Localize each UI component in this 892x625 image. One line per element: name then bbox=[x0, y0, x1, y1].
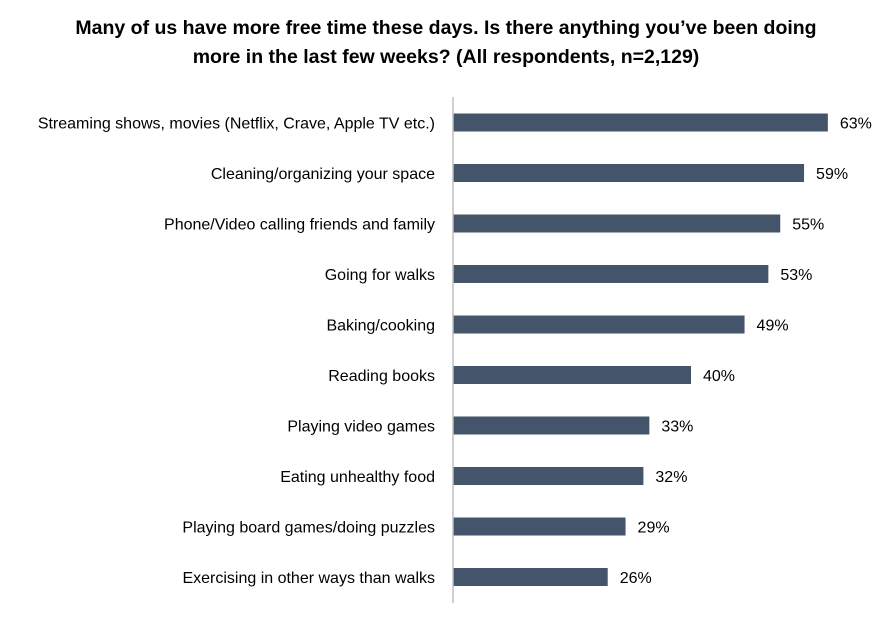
category-label: Phone/Video calling friends and family bbox=[164, 217, 435, 234]
bar bbox=[453, 265, 769, 283]
data-label: 49% bbox=[757, 318, 789, 335]
data-label: 63% bbox=[840, 116, 872, 133]
bar bbox=[453, 214, 781, 233]
bar bbox=[453, 366, 691, 384]
data-label: 59% bbox=[816, 166, 848, 183]
category-label: Eating unhealthy food bbox=[280, 469, 435, 486]
bar bbox=[453, 517, 626, 536]
category-label: Going for walks bbox=[325, 267, 435, 284]
category-label: Streaming shows, movies (Netflix, Crave,… bbox=[38, 116, 435, 133]
data-label: 29% bbox=[638, 520, 670, 537]
data-label: 53% bbox=[780, 267, 812, 284]
data-label: 33% bbox=[661, 419, 693, 436]
category-label: Cleaning/organizing your space bbox=[211, 166, 435, 183]
data-label: 40% bbox=[703, 368, 735, 385]
bar bbox=[453, 164, 805, 182]
bar bbox=[453, 315, 745, 334]
chart-title: Many of us have more free time these day… bbox=[75, 17, 817, 68]
bar bbox=[453, 568, 608, 586]
data-label: 26% bbox=[620, 570, 652, 587]
bar bbox=[453, 467, 644, 485]
data-label: 32% bbox=[655, 469, 687, 486]
data-label: 55% bbox=[792, 217, 824, 234]
category-label: Baking/cooking bbox=[326, 318, 435, 335]
category-label: Reading books bbox=[328, 368, 435, 385]
bar bbox=[453, 416, 650, 435]
bar bbox=[453, 113, 828, 132]
category-label: Playing board games/doing puzzles bbox=[182, 520, 435, 537]
category-label: Exercising in other ways than walks bbox=[182, 570, 435, 587]
category-label: Playing video games bbox=[287, 419, 435, 436]
